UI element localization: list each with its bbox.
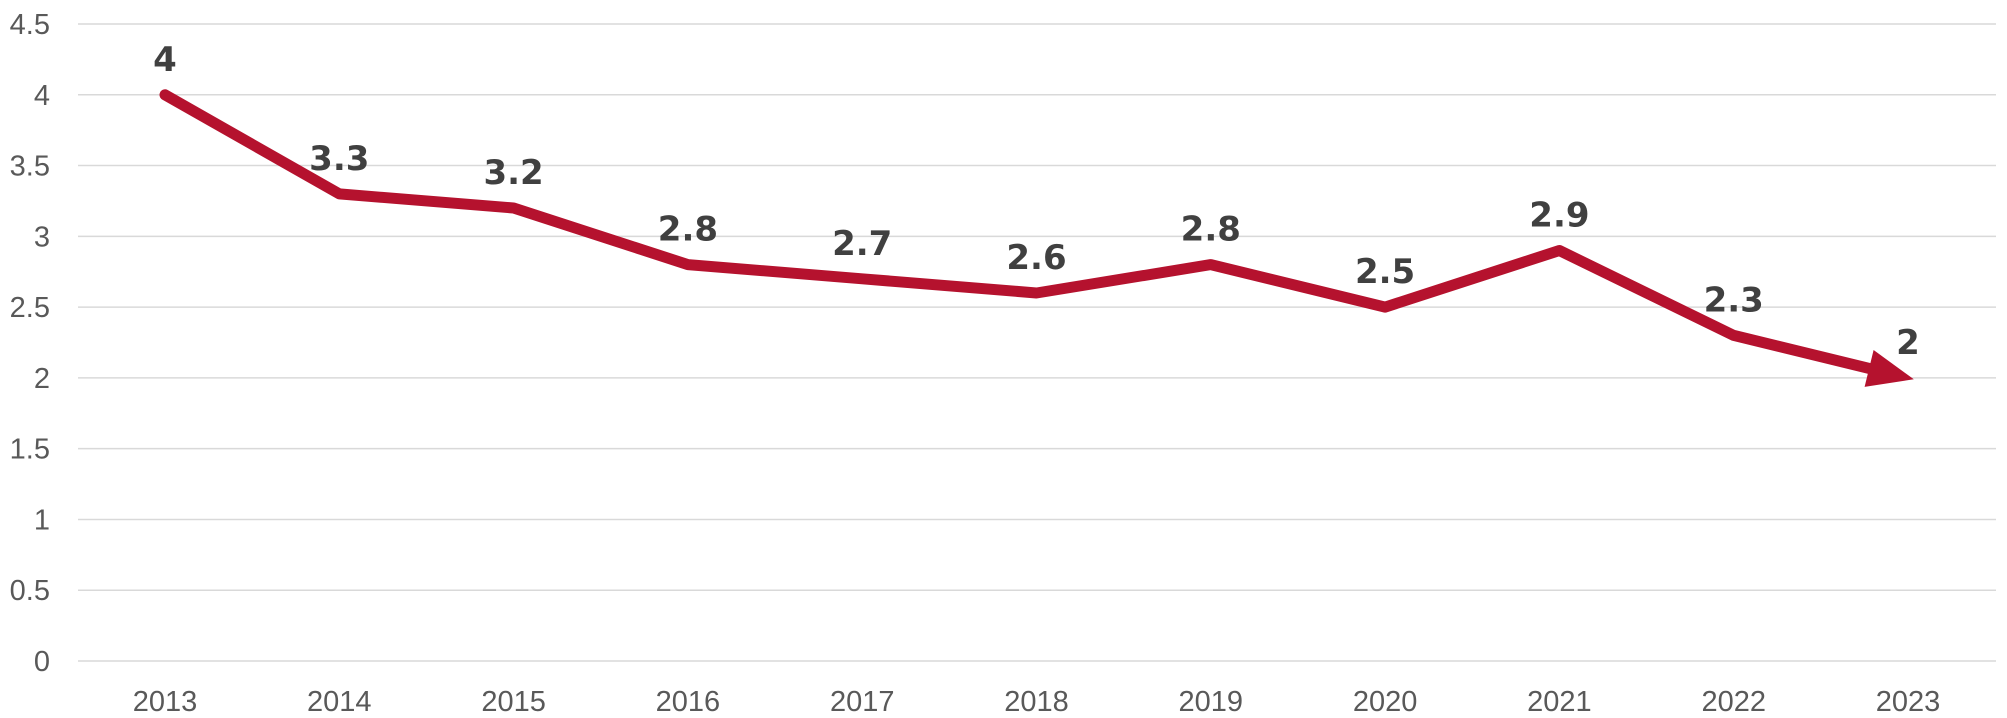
data-label: 2.6: [1006, 238, 1066, 278]
x-tick-label: 2018: [1004, 686, 1069, 718]
x-tick-label: 2021: [1527, 686, 1592, 718]
y-axis-ticks: 0 0.5 1 1.5 2 2.5 3 3.5 4 4.5: [10, 9, 50, 678]
data-point: [859, 276, 865, 282]
y-tick-label: 0: [34, 646, 50, 678]
data-point: [162, 92, 168, 98]
data-point: [336, 191, 342, 197]
data-label: 2.8: [658, 210, 718, 250]
x-tick-label: 2017: [830, 686, 895, 718]
gridlines: [78, 23, 1996, 662]
y-tick-label: 1: [34, 504, 50, 536]
series-end-arrow: [1864, 350, 1914, 387]
data-label: 2.5: [1355, 252, 1415, 292]
data-point: [1382, 304, 1388, 310]
y-tick-label: 4: [34, 80, 50, 112]
data-point: [685, 262, 691, 268]
y-tick-label: 3.5: [10, 151, 50, 183]
x-tick-label: 2019: [1179, 686, 1244, 718]
y-tick-label: 4.5: [10, 9, 50, 41]
x-tick-label: 2020: [1353, 686, 1418, 718]
y-tick-label: 0.5: [10, 575, 50, 607]
data-label: 3.3: [309, 139, 369, 179]
data-point: [1208, 262, 1214, 268]
x-tick-label: 2014: [307, 686, 372, 718]
data-point: [1905, 375, 1911, 381]
data-label: 3.2: [483, 153, 543, 193]
data-label: 2.9: [1529, 195, 1589, 235]
series-layer: [159, 89, 1914, 387]
data-label: 2: [1896, 323, 1920, 363]
data-label: 2.3: [1704, 280, 1764, 320]
y-tick-label: 1.5: [10, 434, 50, 466]
x-axis-ticks: 2013 2014 2015 2016 2017 2018 2019 2020 2021 2022…: [133, 686, 1941, 718]
data-labels: 4 3.3 3.2 2.8 2.7 2.6 2.8 2.5 2.9 2.3 2: [153, 40, 1920, 363]
data-label: 4: [153, 40, 177, 80]
x-tick-label: 2023: [1876, 686, 1941, 718]
x-tick-label: 2015: [481, 686, 546, 718]
data-label: 2.8: [1181, 210, 1241, 250]
data-point: [1034, 290, 1040, 296]
y-tick-label: 2: [34, 363, 50, 395]
data-point: [1731, 332, 1737, 338]
x-tick-label: 2016: [656, 686, 721, 718]
y-tick-label: 3: [34, 221, 50, 253]
data-point: [511, 205, 517, 211]
data-label: 2.7: [832, 224, 892, 264]
data-point: [1556, 247, 1562, 253]
y-tick-label: 2.5: [10, 292, 50, 324]
x-tick-label: 2022: [1701, 686, 1766, 718]
series-line: [159, 89, 1879, 375]
x-tick-label: 2013: [133, 686, 198, 718]
